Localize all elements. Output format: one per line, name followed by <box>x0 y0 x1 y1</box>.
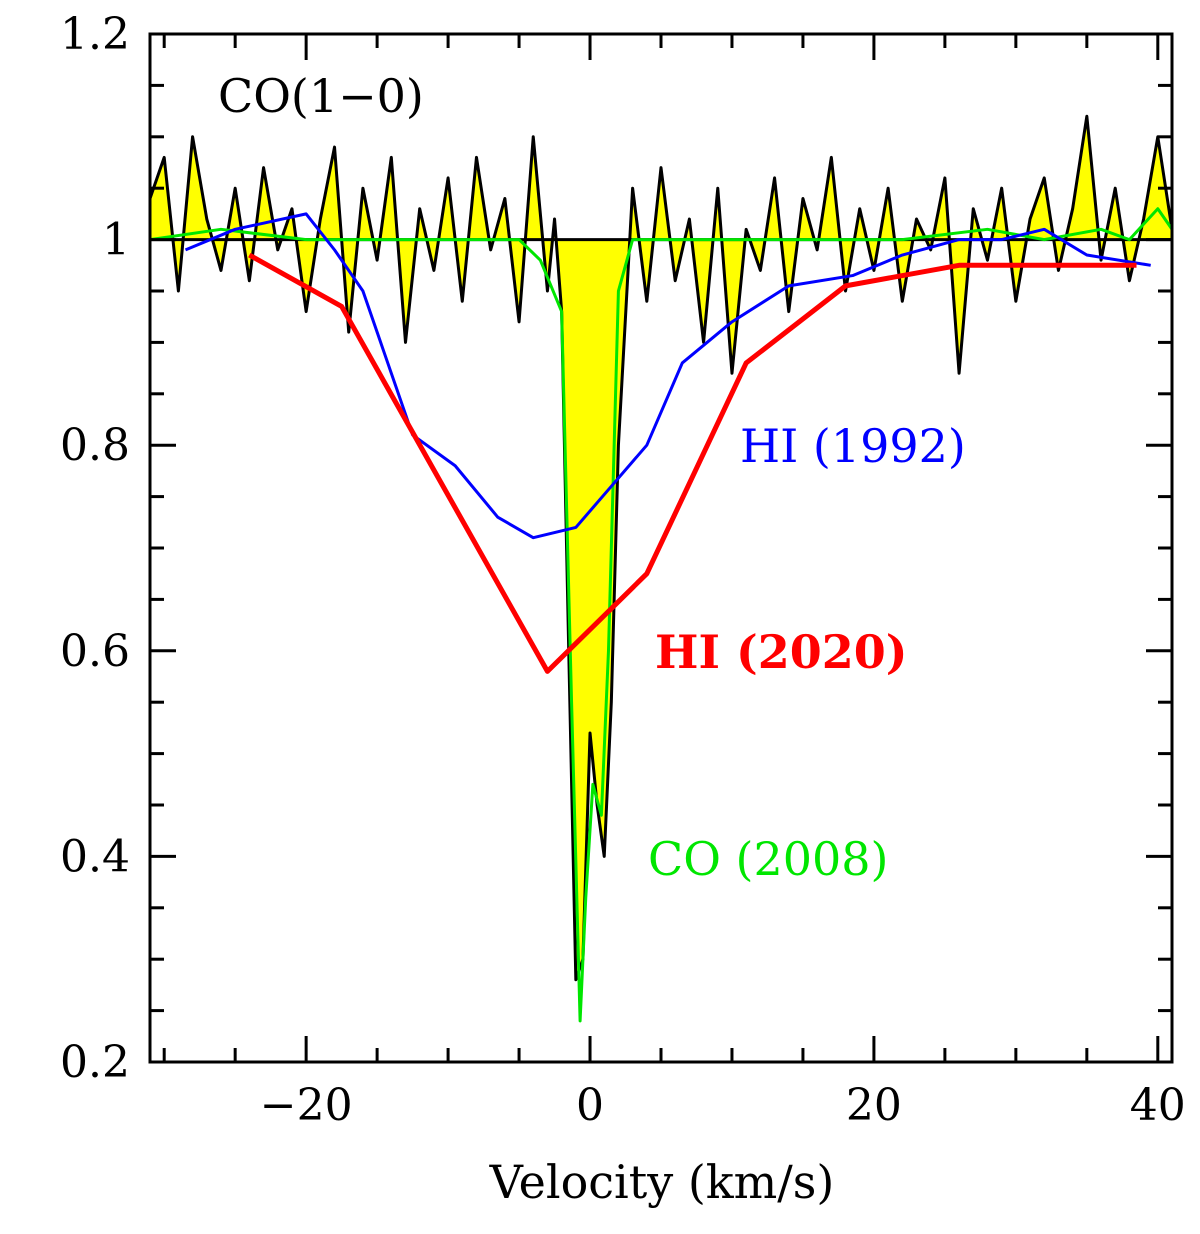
y-tick-label: 1.2 <box>60 9 130 60</box>
y-tick-label: 0.8 <box>60 420 130 471</box>
x-axis-title: Velocity (km/s) <box>489 1155 835 1209</box>
series-co2008-line <box>150 207 1172 1023</box>
label-hi-1992: HI (1992) <box>740 419 966 473</box>
series-hi2020-line <box>248 252 1137 674</box>
panel-label-co10: CO(1−0) <box>218 69 424 123</box>
y-tick-label: 0.4 <box>60 831 130 882</box>
ticks-layer <box>150 32 1172 1064</box>
y-tick-label: 0.2 <box>60 1037 130 1088</box>
tick-labels-layer: −20 0 20 40 0.2 0.4 0.6 0.8 1 1.2 <box>60 9 1186 1131</box>
x-tick-label: 20 <box>846 1080 902 1131</box>
label-co-2008: CO (2008) <box>648 832 889 886</box>
y-tick-label: 1 <box>102 215 130 266</box>
x-tick-label: 40 <box>1130 1080 1186 1131</box>
x-tick-label: 0 <box>576 1080 604 1131</box>
series-hi1992-line <box>184 212 1151 540</box>
y-tick-label: 0.6 <box>60 626 130 677</box>
label-hi-2020: HI (2020) <box>655 625 908 679</box>
x-tick-label: −20 <box>260 1080 353 1131</box>
series-layer <box>150 114 1172 1023</box>
series-co10-line <box>150 114 1172 982</box>
